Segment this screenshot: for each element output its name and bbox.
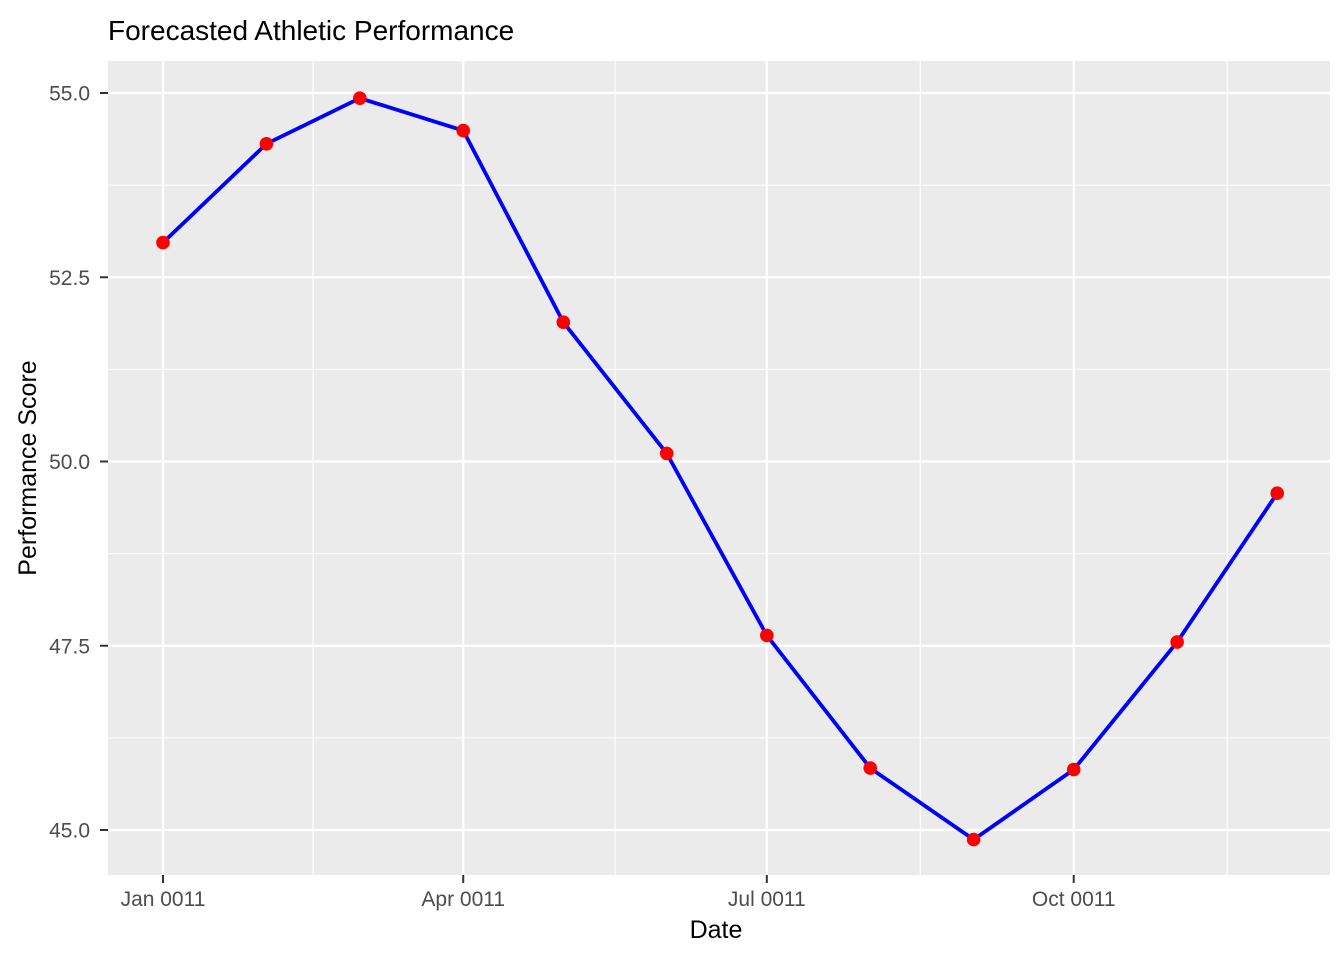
data-point: [659, 446, 674, 461]
y-tick-label: 52.5: [49, 267, 90, 290]
data-line: [161, 96, 1279, 842]
x-axis-tick-labels: Jan 0011 Apr 0011 Jul 0011 Oct 0011: [121, 888, 1116, 911]
data-point: [1170, 635, 1184, 649]
y-axis-title: Performance Score: [14, 360, 42, 575]
data-point: [456, 123, 471, 138]
data-point: [259, 137, 274, 151]
data-point: [1066, 762, 1081, 777]
y-axis-tick-labels: 55.0 52.5 50.0 47.5 45.0: [49, 83, 90, 843]
y-tick-label: 50.0: [49, 451, 90, 474]
data-point: [353, 91, 367, 105]
axis-tick-marks: [100, 92, 1075, 883]
data-point: [156, 235, 170, 250]
x-tick-label: Jul 0011: [728, 888, 806, 911]
data-points: [156, 91, 1285, 847]
x-tick-label: Oct 0011: [1032, 888, 1116, 911]
data-point: [966, 832, 981, 847]
x-tick-label: Apr 0011: [421, 888, 505, 911]
plot-panel: [108, 61, 1330, 875]
data-point: [760, 628, 774, 643]
x-tick-label: Jan 0011: [121, 888, 206, 911]
major-gridlines: [108, 61, 1330, 875]
y-tick-label: 45.0: [49, 820, 90, 843]
data-point: [556, 315, 571, 330]
minor-gridlines: [108, 61, 1330, 875]
y-tick-label: 55.0: [49, 83, 90, 106]
series-path: [161, 96, 1279, 842]
x-axis-title: Date: [690, 916, 743, 944]
data-point: [1270, 486, 1285, 500]
data-point: [863, 761, 878, 775]
chart-title: Forecasted Athletic Performance: [108, 15, 514, 46]
y-tick-label: 47.5: [49, 635, 90, 658]
